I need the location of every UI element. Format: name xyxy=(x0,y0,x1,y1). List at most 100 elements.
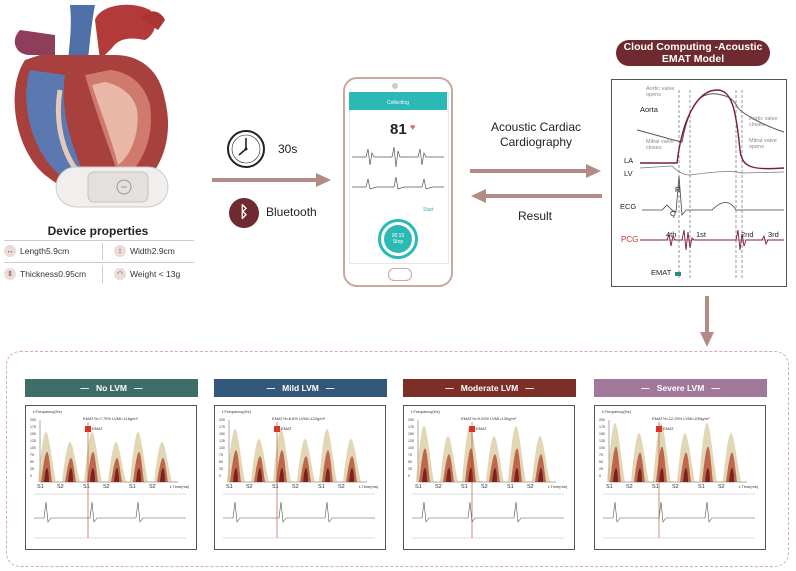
mild-lvm-header: — Mild LVM — xyxy=(214,379,387,397)
spectrogram-chart xyxy=(34,420,186,539)
stop-label: Stop xyxy=(392,239,404,245)
aorta-label: Aorta xyxy=(640,105,658,114)
mo-1: Mitral valve xyxy=(749,138,777,144)
heart-sound-label: S1 xyxy=(461,484,468,490)
s4-label: 4th xyxy=(666,230,677,239)
y-tick-label: 125 xyxy=(599,439,605,443)
spectrogram-chart xyxy=(223,420,375,539)
mc-2: closes xyxy=(646,145,662,151)
y-tick-label: 25 xyxy=(30,467,34,471)
ac-2: closes xyxy=(749,122,765,128)
heart-sound-label: S1 xyxy=(652,484,659,490)
acoustic-cardiography-label: Acoustic Cardiac Cardiography xyxy=(476,120,596,150)
left-arrow xyxy=(471,189,602,203)
device-properties-title: Device properties xyxy=(47,224,149,238)
heart-sound-label: S1 xyxy=(272,484,279,490)
result-label: Result xyxy=(518,209,553,223)
heart-sound-label: S1 xyxy=(83,484,90,490)
y-tick-label: 50 xyxy=(219,460,223,464)
divider xyxy=(4,240,194,241)
heart-icon: ♥ xyxy=(410,122,416,132)
length-icon: ↔ xyxy=(4,245,16,257)
emat-lvmi-stats: EMAT%=12.25% LVMI=235g/m² xyxy=(652,416,710,421)
cardiac-cycle-diagram xyxy=(636,89,785,280)
heart-sound-label: S2 xyxy=(481,484,488,490)
moderate-lvm-label: Moderate LVM xyxy=(460,383,519,393)
s2-label: 2nd xyxy=(741,230,754,239)
emat-label: EMAT xyxy=(651,268,672,277)
phone-header: Collecting xyxy=(349,92,447,110)
emat-marker-label: EMAT xyxy=(476,426,487,431)
y-tick-label: 175 xyxy=(30,425,36,429)
s1-label: 1st xyxy=(696,230,707,239)
y-tick-label: 50 xyxy=(408,460,412,464)
clock-icon xyxy=(227,130,265,168)
r-label: R xyxy=(675,185,681,194)
heart-sound-label: S2 xyxy=(718,484,725,490)
time-axis-label: t-Time(ms) xyxy=(359,484,379,489)
y-tick-label: 125 xyxy=(30,439,36,443)
heart-illustration xyxy=(14,4,169,208)
emat-marker-label: EMAT xyxy=(663,426,674,431)
y-tick-label: 75 xyxy=(599,453,603,457)
heart-sound-label: S2 xyxy=(626,484,633,490)
weight-icon: ◠ xyxy=(114,268,126,280)
severe-lvm-label: Severe LVM xyxy=(656,383,705,393)
heart-sound-label: S1 xyxy=(698,484,705,490)
q-label: Q xyxy=(670,209,676,218)
y-tick-label: 125 xyxy=(408,439,414,443)
frequency-axis-label: f-Frequency(Hz) xyxy=(33,409,62,414)
thickness-icon: ⇕ xyxy=(4,268,16,280)
y-tick-label: 175 xyxy=(408,425,414,429)
divider xyxy=(4,262,194,263)
spectrogram-chart xyxy=(603,420,755,539)
duration-label: 30s xyxy=(278,142,298,156)
mo-2: opens xyxy=(749,144,764,150)
right-arrow xyxy=(212,173,331,187)
mc-1: Mitral valve xyxy=(646,139,674,145)
home-button[interactable] xyxy=(388,268,412,281)
start-link[interactable]: Start xyxy=(423,207,434,213)
y-tick-label: 50 xyxy=(30,460,34,464)
y-tick-label: 75 xyxy=(30,453,34,457)
lvm-comparison-box xyxy=(6,351,789,567)
heart-sound-label: S2 xyxy=(246,484,253,490)
length-property: ↔ Length5.9cm xyxy=(4,245,69,257)
weight-property: ◠ Weight < 13g xyxy=(114,268,180,280)
severe-lvm-header: — Severe LVM — xyxy=(594,379,767,397)
bluetooth-icon: ᛒ xyxy=(229,198,259,228)
time-axis-label: t-Time(ms) xyxy=(170,484,190,489)
cloud-title-line-1: Cloud Computing -Acoustic xyxy=(623,41,763,53)
ecg-label: ECG xyxy=(620,202,637,211)
y-tick-label: 0 xyxy=(219,474,221,478)
heart-sound-label: S1 xyxy=(129,484,136,490)
cloud-model-title: Cloud Computing -Acoustic EMAT Model xyxy=(616,40,770,66)
y-tick-label: 200 xyxy=(30,418,36,422)
heart-rate-value: 81 xyxy=(390,121,407,138)
y-tick-label: 75 xyxy=(408,453,412,457)
timer-label: 00:15 xyxy=(391,233,405,239)
y-tick-label: 200 xyxy=(408,418,414,422)
heart-sound-label: S2 xyxy=(338,484,345,490)
heart-sound-label: S1 xyxy=(606,484,613,490)
weight-label: Weight < 13g xyxy=(130,269,181,279)
emat-marker-label: EMAT xyxy=(281,426,292,431)
ac-1: Aortic valve xyxy=(749,116,778,122)
heart-sound-label: S2 xyxy=(527,484,534,490)
s3-label: 3rd xyxy=(768,230,779,239)
width-property: ↕ Width2.9cm xyxy=(114,245,175,257)
frequency-axis-label: f-Frequency(Hz) xyxy=(602,409,631,414)
y-tick-label: 125 xyxy=(219,439,225,443)
y-tick-label: 175 xyxy=(219,425,225,429)
y-tick-label: 25 xyxy=(408,467,412,471)
heart-sound-label: S1 xyxy=(415,484,422,490)
mild-lvm-label: Mild LVM xyxy=(282,383,319,393)
time-axis-label: t-Time(ms) xyxy=(739,484,759,489)
mitral-valve-closes-label: Mitral valve closes xyxy=(646,139,674,151)
y-tick-label: 25 xyxy=(219,467,223,471)
pcg-label: PCG xyxy=(621,235,639,244)
emat-lvmi-stats: EMAT%=7.75% LVMI=116g/m² xyxy=(83,416,138,421)
right-arrow xyxy=(470,164,601,178)
y-tick-label: 100 xyxy=(30,446,36,450)
width-label: Width2.9cm xyxy=(130,246,175,256)
